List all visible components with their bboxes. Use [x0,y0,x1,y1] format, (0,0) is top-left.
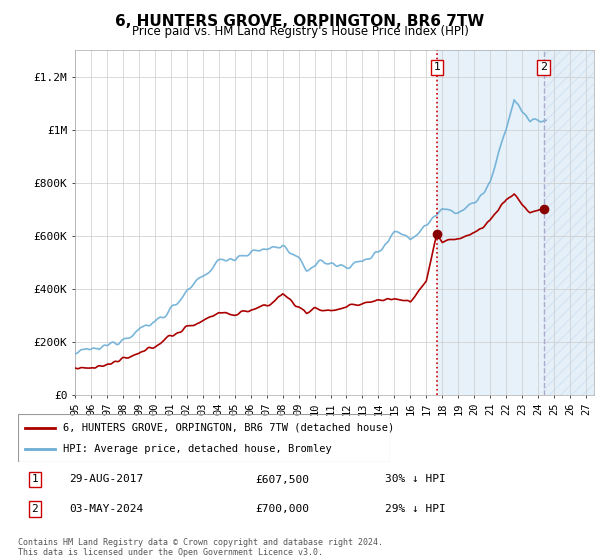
Text: 6, HUNTERS GROVE, ORPINGTON, BR6 7TW: 6, HUNTERS GROVE, ORPINGTON, BR6 7TW [115,14,485,29]
Text: Contains HM Land Registry data © Crown copyright and database right 2024.
This d: Contains HM Land Registry data © Crown c… [18,538,383,557]
Text: £607,500: £607,500 [255,474,309,484]
Text: 03-MAY-2024: 03-MAY-2024 [69,504,143,514]
Text: 2: 2 [32,504,38,514]
Text: 1: 1 [32,474,38,484]
Bar [437,50,544,395]
Text: Price paid vs. HM Land Registry's House Price Index (HPI): Price paid vs. HM Land Registry's House … [131,25,469,38]
Bar [544,50,594,395]
Text: 29-AUG-2017: 29-AUG-2017 [69,474,143,484]
Text: 2: 2 [540,63,547,72]
Text: £700,000: £700,000 [255,504,309,514]
Text: 1: 1 [433,63,440,72]
Text: 30% ↓ HPI: 30% ↓ HPI [385,474,445,484]
Text: 6, HUNTERS GROVE, ORPINGTON, BR6 7TW (detached house): 6, HUNTERS GROVE, ORPINGTON, BR6 7TW (de… [62,423,394,433]
Text: 29% ↓ HPI: 29% ↓ HPI [385,504,445,514]
Text: HPI: Average price, detached house, Bromley: HPI: Average price, detached house, Brom… [62,444,331,454]
